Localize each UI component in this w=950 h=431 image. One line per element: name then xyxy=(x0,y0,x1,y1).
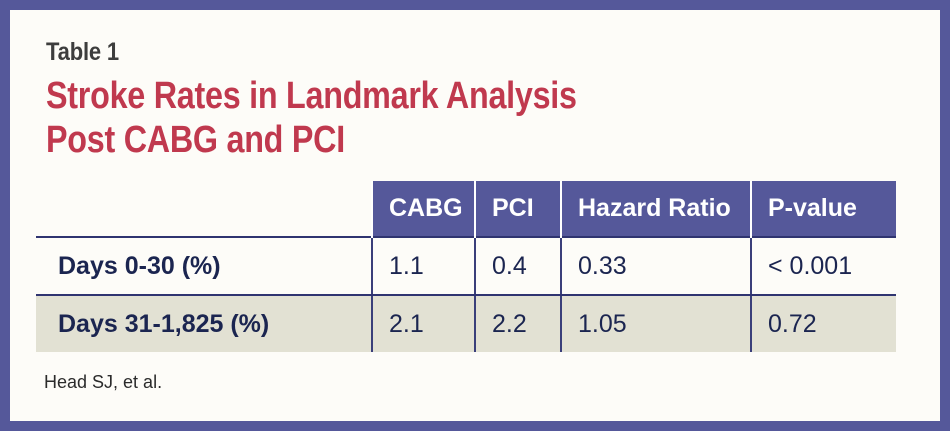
cell-hazard-ratio: 0.33 xyxy=(560,236,751,296)
cell-cabg: 2.1 xyxy=(371,295,475,352)
column-header-cabg: CABG xyxy=(371,181,475,237)
title-line-2: Post CABG and PCI xyxy=(46,119,345,161)
table-row: Days 31-1,825 (%) 2.1 2.2 1.05 0.72 xyxy=(36,295,896,352)
column-header-hazard-ratio: Hazard Ratio xyxy=(560,181,751,237)
stroke-rates-table: CABG PCI Hazard Ratio P-value Days 0-30 … xyxy=(36,181,896,352)
table-header-row: CABG PCI Hazard Ratio P-value xyxy=(36,181,896,237)
cell-pci: 0.4 xyxy=(474,236,561,296)
row-label: Days 31-1,825 (%) xyxy=(36,295,372,352)
cell-p-value: < 0.001 xyxy=(750,236,896,296)
cell-cabg: 1.1 xyxy=(371,236,475,296)
row-label: Days 0-30 (%) xyxy=(36,236,372,296)
table-label: Table 1 xyxy=(46,38,119,66)
title-line-1: Stroke Rates in Landmark Analysis xyxy=(46,75,577,117)
cell-pci: 2.2 xyxy=(474,295,561,352)
cell-p-value: 0.72 xyxy=(750,295,896,352)
column-header-p-value: P-value xyxy=(750,181,896,237)
cell-hazard-ratio: 1.05 xyxy=(560,295,751,352)
table-title: Stroke Rates in Landmark Analysis Post C… xyxy=(46,74,577,162)
header-blank-cell xyxy=(36,181,372,237)
table-row: Days 0-30 (%) 1.1 0.4 0.33 < 0.001 xyxy=(36,236,896,296)
source-citation: Head SJ, et al. xyxy=(44,372,163,392)
column-header-pci: PCI xyxy=(474,181,561,237)
